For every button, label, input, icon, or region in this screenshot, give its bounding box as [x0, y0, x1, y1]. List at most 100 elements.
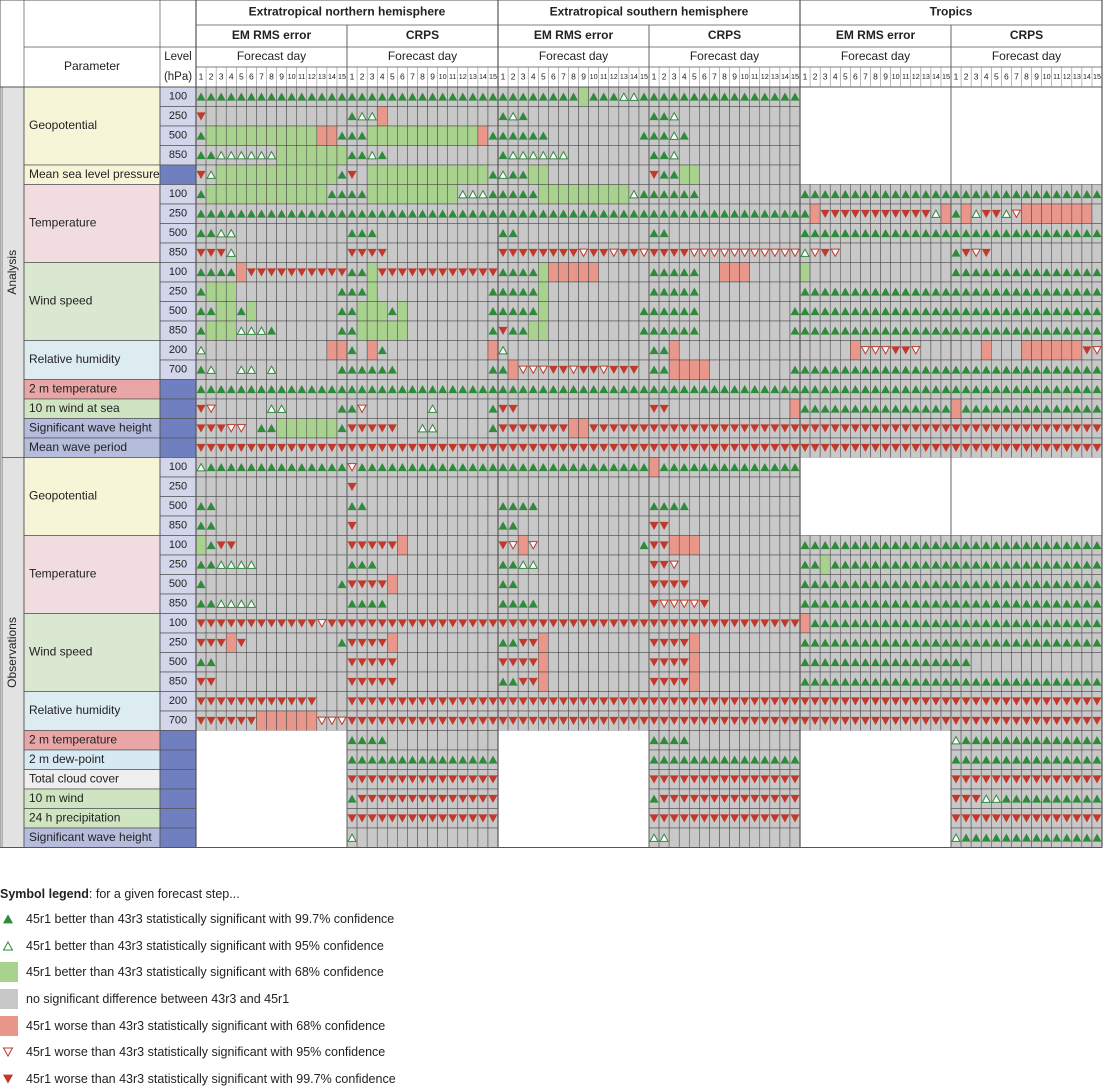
score-header: CRPS	[708, 28, 741, 42]
score-cell	[588, 125, 599, 146]
score-cell	[900, 516, 911, 536]
score-cell	[276, 515, 287, 536]
score-cell	[729, 145, 740, 166]
score-cell	[578, 320, 589, 341]
score-cell	[417, 281, 428, 302]
score-cell	[387, 340, 398, 361]
forecast-day-tick: 1	[652, 71, 657, 81]
score-cell	[880, 87, 891, 107]
better-99-7-marker	[518, 112, 528, 121]
score-cell	[276, 652, 287, 673]
better-99-7-marker	[911, 307, 921, 316]
score-cell	[789, 632, 801, 653]
score-cell	[447, 320, 459, 341]
better-95-marker	[931, 209, 941, 218]
score-cell	[266, 281, 277, 302]
forecast-day-tick: 4	[380, 71, 385, 81]
better-99-7-marker	[991, 307, 1001, 316]
score-cell	[840, 496, 851, 516]
score-cell	[618, 496, 630, 517]
score-cell	[850, 87, 861, 107]
score-cell	[366, 398, 378, 419]
score-cell	[467, 359, 479, 380]
score-cell	[689, 476, 700, 497]
better-99-7-marker	[287, 209, 297, 218]
score-cell	[890, 126, 901, 146]
better-99-7-marker	[538, 131, 548, 140]
better-99-7-marker	[1092, 287, 1102, 296]
better-99-7-marker	[1092, 190, 1102, 199]
score-cell	[246, 340, 257, 361]
forecast-day-tick: 14	[328, 72, 336, 81]
score-cell	[628, 125, 640, 146]
score-cell	[829, 262, 841, 283]
score-cell	[910, 145, 921, 165]
score-cell	[477, 730, 489, 751]
score-cell	[417, 593, 428, 614]
score-cell	[1001, 106, 1012, 126]
score-cell	[739, 281, 750, 302]
better-99-7-marker	[659, 92, 669, 101]
worse-99-7-marker	[508, 248, 518, 257]
score-cell	[1071, 242, 1083, 263]
better-99-7-marker	[589, 92, 599, 101]
score-cell	[296, 593, 308, 614]
score-cell	[739, 145, 750, 166]
score-cell	[538, 184, 549, 205]
score-cell	[296, 535, 308, 556]
better-99-7-marker	[1052, 190, 1062, 199]
score-cell	[689, 554, 700, 575]
score-cell	[749, 554, 761, 575]
better-99-7-marker	[367, 92, 377, 101]
forecast-day-tick: 4	[682, 71, 687, 81]
better-99-7-marker	[347, 287, 357, 296]
score-cell	[729, 223, 740, 244]
better-99-7-marker	[206, 229, 216, 238]
score-cell	[880, 262, 891, 283]
better-99-7-marker	[689, 92, 699, 101]
score-cell	[366, 281, 378, 302]
score-cell	[477, 281, 489, 302]
score-cell	[810, 145, 821, 165]
score-cell	[729, 515, 740, 536]
score-cell	[417, 184, 428, 205]
better-99-7-marker	[498, 229, 508, 238]
score-cell	[961, 477, 972, 497]
score-cell	[749, 359, 761, 380]
score-cell	[920, 750, 931, 770]
score-cell	[376, 125, 388, 146]
forecast-day-tick: 14	[781, 72, 789, 81]
better-99-7-marker	[498, 92, 508, 101]
score-cell	[467, 593, 479, 614]
score-cell	[870, 106, 881, 126]
score-cell	[961, 165, 972, 185]
better-99-7-marker	[307, 209, 317, 218]
score-cell	[497, 476, 509, 497]
better-99-7-marker	[357, 151, 367, 160]
score-cell	[487, 730, 499, 751]
score-cell	[739, 730, 750, 751]
worse-99-7-marker	[196, 112, 206, 121]
score-cell	[971, 165, 982, 185]
score-cell	[558, 320, 569, 341]
score-cell	[618, 750, 629, 770]
better-99-7-marker	[438, 209, 448, 218]
better-99-7-marker	[307, 92, 317, 101]
score-cell	[568, 632, 579, 653]
score-cell	[246, 750, 257, 770]
forecast-day-tick: 12	[459, 72, 467, 81]
score-cell	[820, 477, 831, 497]
score-cell	[789, 262, 801, 283]
score-cell	[518, 750, 529, 770]
better-99-7-marker	[881, 326, 891, 335]
worse-95-marker	[699, 248, 710, 258]
score-cell	[1021, 126, 1032, 146]
worse-99-7-marker	[387, 268, 397, 277]
score-cell	[638, 671, 650, 692]
score-cell	[387, 320, 398, 341]
score-cell	[930, 496, 941, 516]
better-99-7-marker	[931, 287, 941, 296]
score-cell	[638, 496, 650, 517]
score-cell	[477, 164, 489, 185]
score-cell	[638, 262, 650, 283]
